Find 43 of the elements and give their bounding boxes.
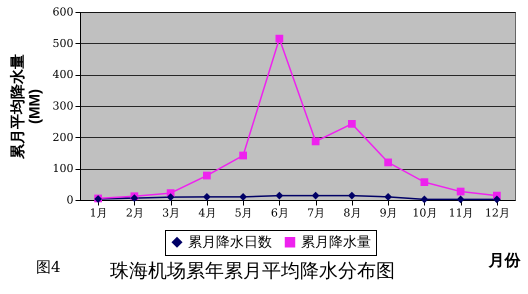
point <box>239 192 247 201</box>
y-tick-label: 600 <box>52 6 74 18</box>
legend-label: 累月降水日数 <box>188 233 272 250</box>
x-tick-label: 6月 <box>270 206 289 220</box>
x-axis-title: 月份 <box>488 252 522 270</box>
y-tick-label: 0 <box>66 194 74 206</box>
x-tick-label: 7月 <box>307 206 326 220</box>
point <box>312 138 320 146</box>
x-tick-label: 12月 <box>484 206 510 220</box>
x-tick-label: 9月 <box>380 206 398 220</box>
point <box>384 158 392 166</box>
x-tick-label: 2月 <box>126 206 144 220</box>
point <box>348 192 356 200</box>
point <box>456 196 464 204</box>
point <box>312 192 320 200</box>
y-tick-label: 200 <box>52 130 74 144</box>
y-axis-title: 累月平均降水量 (MM) <box>10 54 44 160</box>
point <box>384 192 392 201</box>
x-tick-label: 4月 <box>198 206 216 220</box>
point <box>420 178 428 186</box>
y-tick-label: 400 <box>52 68 74 82</box>
point <box>348 120 356 128</box>
y-tick-label: 300 <box>52 100 74 112</box>
point <box>203 192 211 201</box>
x-tick-label: 3月 <box>162 206 180 220</box>
x-tick-label: 11月 <box>448 206 474 220</box>
point <box>493 196 501 204</box>
point <box>276 192 284 200</box>
x-tick-label: 10月 <box>412 206 438 220</box>
point <box>276 34 284 43</box>
caption: 图4 <box>36 258 61 277</box>
point <box>420 196 428 204</box>
x-tick-label: 8月 <box>343 206 362 220</box>
point <box>203 172 211 180</box>
point <box>166 193 174 202</box>
x-tick-label: 5月 <box>234 206 253 220</box>
text: 珠海机场累年累月平均降水分布图 <box>110 259 395 284</box>
x-tick-label: 1月 <box>90 206 108 220</box>
point <box>456 188 464 196</box>
y-tick-label: 500 <box>52 36 74 50</box>
legend-label: 累月降水量 <box>301 233 371 250</box>
y-tick-label: 100 <box>52 162 74 176</box>
point <box>239 152 247 160</box>
